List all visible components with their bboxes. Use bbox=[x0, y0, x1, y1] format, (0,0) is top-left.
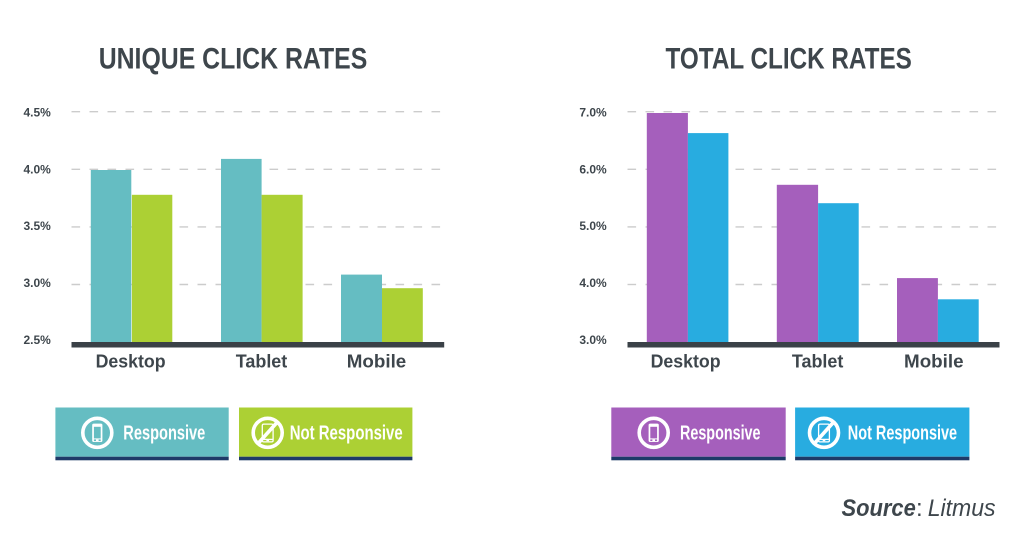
svg-text:3.0%: 3.0% bbox=[23, 276, 51, 290]
svg-text:Mobile: Mobile bbox=[904, 351, 964, 371]
svg-text::: : bbox=[916, 495, 923, 522]
svg-text:Not Responsive: Not Responsive bbox=[290, 422, 403, 444]
svg-text:Responsive: Responsive bbox=[680, 422, 761, 444]
svg-text:7.0%: 7.0% bbox=[579, 106, 607, 120]
svg-text:Desktop: Desktop bbox=[651, 351, 721, 371]
svg-text:3.5%: 3.5% bbox=[23, 219, 51, 233]
svg-text:3.0%: 3.0% bbox=[579, 333, 607, 347]
svg-text:6.0%: 6.0% bbox=[579, 162, 607, 176]
svg-text:Litmus: Litmus bbox=[928, 495, 996, 522]
svg-text:Responsive: Responsive bbox=[123, 422, 205, 444]
svg-text:5.0%: 5.0% bbox=[579, 219, 607, 233]
svg-text:TOTAL CLICK RATES: TOTAL CLICK RATES bbox=[666, 42, 912, 75]
svg-text:UNIQUE CLICK RATES: UNIQUE CLICK RATES bbox=[99, 42, 368, 75]
svg-text:Source: Source bbox=[842, 495, 916, 522]
svg-text:Desktop: Desktop bbox=[96, 351, 166, 371]
svg-text:4.0%: 4.0% bbox=[579, 276, 607, 290]
svg-text:Mobile: Mobile bbox=[347, 351, 407, 371]
svg-text:4.0%: 4.0% bbox=[23, 162, 51, 176]
svg-text:Not Responsive: Not Responsive bbox=[848, 422, 957, 444]
svg-text:4.5%: 4.5% bbox=[23, 106, 51, 120]
svg-text:Tablet: Tablet bbox=[236, 351, 288, 371]
svg-text:2.5%: 2.5% bbox=[23, 333, 51, 347]
svg-text:Tablet: Tablet bbox=[792, 351, 844, 371]
